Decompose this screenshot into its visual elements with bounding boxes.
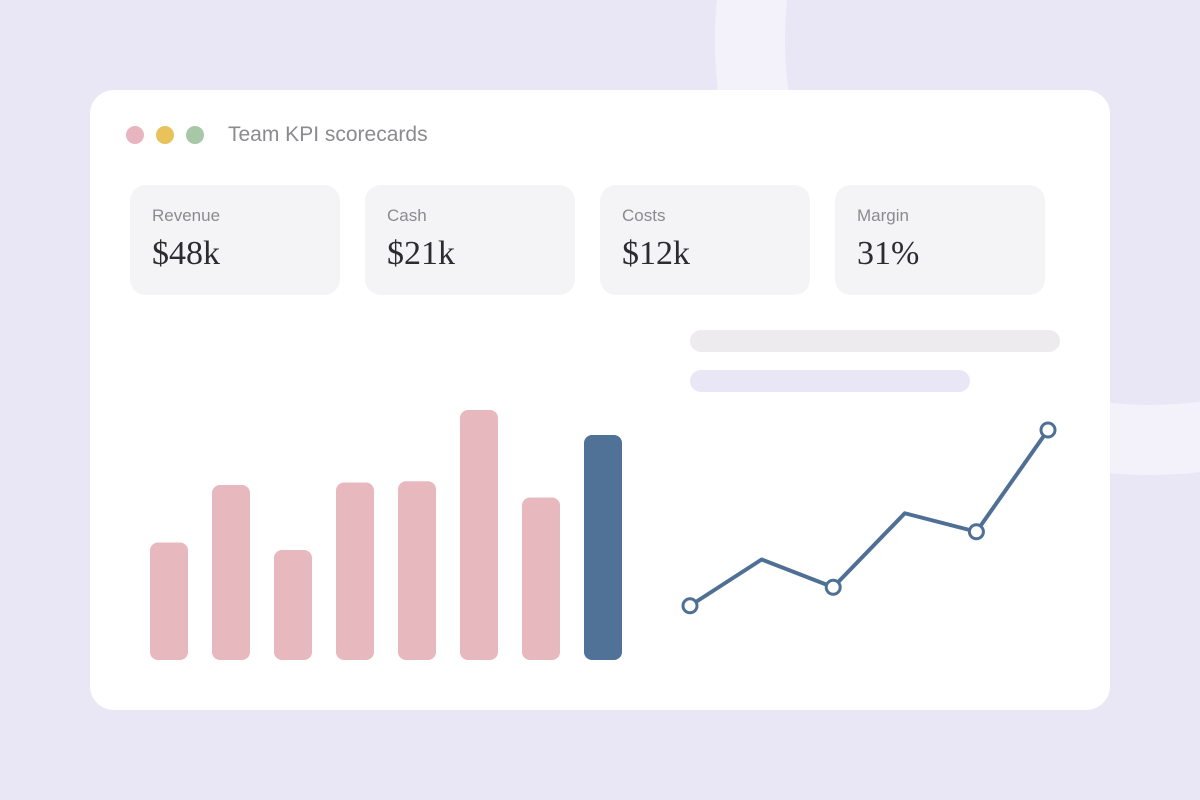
kpi-label: Revenue xyxy=(152,206,221,225)
kpi-label: Margin xyxy=(857,206,909,225)
line-point-marker xyxy=(824,578,842,596)
close-dot-icon[interactable] xyxy=(126,126,144,144)
kpi-card-revenue[interactable]: Revenue $48k xyxy=(130,185,340,295)
bar xyxy=(274,550,312,660)
line-point-marker xyxy=(967,523,985,541)
kpi-card-margin[interactable]: Margin 31% xyxy=(835,185,1045,295)
charts-canvas xyxy=(150,410,1057,660)
kpi-card-cash[interactable]: Cash $21k xyxy=(365,185,575,295)
kpi-card-costs[interactable]: Costs $12k xyxy=(600,185,810,295)
minimize-dot-icon[interactable] xyxy=(156,126,174,144)
kpi-value: $48k xyxy=(152,235,220,272)
kpi-value: $12k xyxy=(622,235,690,272)
line-series xyxy=(688,428,1050,608)
kpi-label: Costs xyxy=(622,206,666,225)
bar-highlighted xyxy=(584,435,622,660)
bar xyxy=(460,410,498,660)
bar xyxy=(212,485,250,660)
line-point-marker xyxy=(681,597,699,615)
bar xyxy=(398,481,436,660)
bar xyxy=(522,497,560,660)
bar xyxy=(336,482,374,660)
dashboard-window: Team KPI scorecards Revenue $48k Cash $2… xyxy=(90,90,1110,710)
placeholder-text-line xyxy=(690,330,1060,352)
placeholder-text-line xyxy=(690,370,970,392)
window-title: Team KPI scorecards xyxy=(228,123,428,146)
line-point-marker xyxy=(1039,421,1057,439)
kpi-value: 31% xyxy=(857,235,920,272)
window-titlebar: Team KPI scorecards xyxy=(126,123,428,147)
maximize-dot-icon[interactable] xyxy=(186,126,204,144)
kpi-value: $21k xyxy=(387,235,455,272)
kpi-label: Cash xyxy=(387,206,427,225)
bar xyxy=(150,542,188,660)
